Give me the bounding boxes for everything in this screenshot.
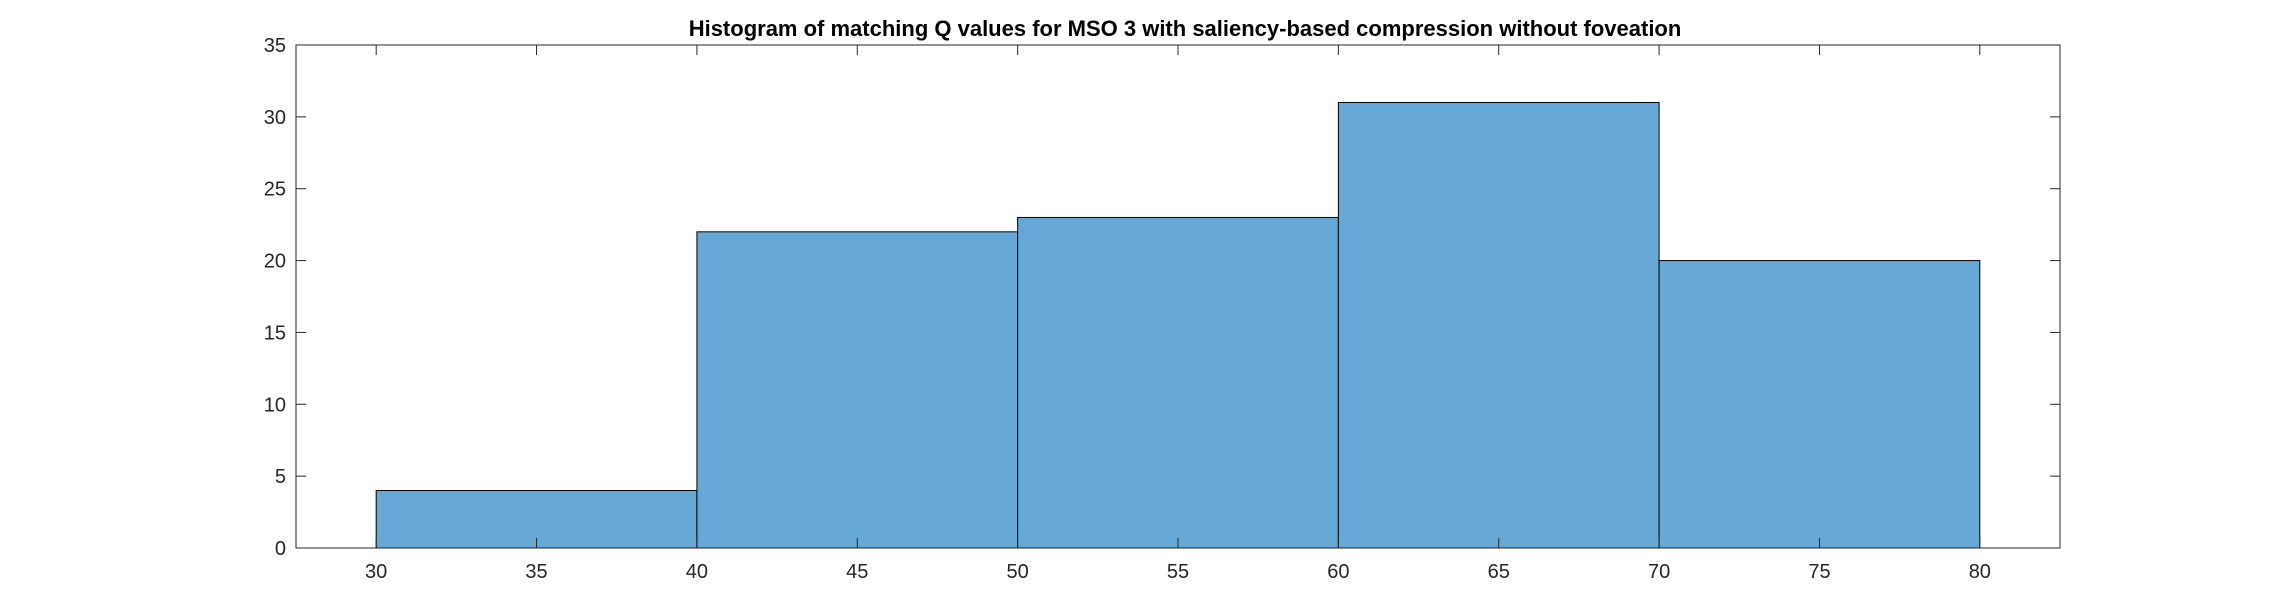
y-tick-label-4: 20 bbox=[264, 251, 286, 273]
x-tick-label-7: 65 bbox=[1488, 561, 1510, 583]
histogram-bar-2 bbox=[1017, 216, 1339, 549]
bars-group bbox=[375, 101, 1981, 549]
x-tick-label-1: 35 bbox=[525, 561, 547, 583]
y-tick-label-6: 30 bbox=[264, 107, 286, 129]
x-tick-label-4: 50 bbox=[1007, 561, 1029, 583]
y-tick-label-7: 35 bbox=[264, 35, 286, 57]
x-tick-label-9: 75 bbox=[1808, 561, 1830, 583]
y-tick-label-3: 15 bbox=[264, 322, 286, 344]
x-tick-label-6: 60 bbox=[1327, 561, 1349, 583]
y-tick-label-0: 0 bbox=[275, 538, 286, 560]
histogram-bar-1 bbox=[696, 231, 1019, 549]
histogram-bar-3 bbox=[1337, 101, 1660, 549]
histogram-bar-4 bbox=[1658, 260, 1981, 549]
x-tick-label-5: 55 bbox=[1167, 561, 1189, 583]
x-tick-label-8: 70 bbox=[1648, 561, 1670, 583]
y-tick-label-1: 5 bbox=[275, 466, 286, 488]
x-tick-label-3: 45 bbox=[846, 561, 868, 583]
chart-title: Histogram of matching Q values for MSO 3… bbox=[689, 16, 1682, 41]
x-tick-label-0: 30 bbox=[365, 561, 387, 583]
x-tick-label-10: 80 bbox=[1969, 561, 1991, 583]
y-tick-label-2: 10 bbox=[264, 394, 286, 416]
axes-group: 30 35 40 45 50 55 60 65 70 75 80 0 5 10 15 20 25 30 35 bbox=[264, 35, 2061, 583]
y-tick-label-5: 25 bbox=[264, 179, 286, 201]
x-tick-label-2: 40 bbox=[686, 561, 708, 583]
